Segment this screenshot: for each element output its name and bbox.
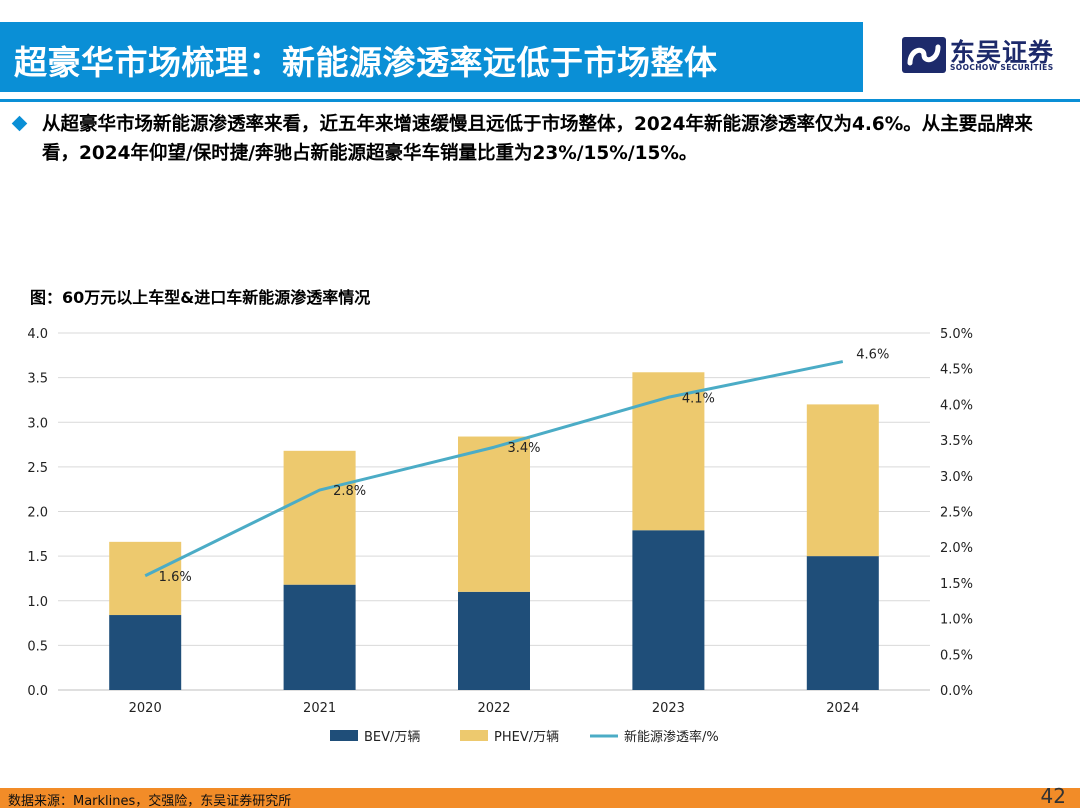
- line-data-label: 3.4%: [507, 441, 540, 456]
- combo-chart: 0.0 0.5 1.0 1.5 2.0 2.5 3.0 3.5 4.0 0.0% 0.5% 1.0% 1…: [27, 327, 973, 745]
- logo-icon: [902, 37, 946, 73]
- bar-segment: [283, 450, 356, 585]
- line-data-label: 2.8%: [333, 484, 366, 499]
- y-right-tick-label: 1.0%: [940, 613, 973, 628]
- legend-label: 新能源渗透率/%: [624, 729, 719, 745]
- data-source: 数据来源：Marklines，交强险，东吴证券研究所: [8, 794, 292, 809]
- line-data-label: 1.6%: [159, 570, 192, 585]
- x-tick-label: 2024: [826, 701, 859, 716]
- y-left-tick-label: 4.0: [27, 327, 48, 342]
- summary-text: 从超豪华市场新能源渗透率来看，近五年来增速缓慢且远低于市场整体，2024年新能源…: [42, 114, 1033, 164]
- line-data-label: 4.6%: [856, 348, 889, 363]
- x-tick-label: 2023: [652, 701, 685, 716]
- y-right-tick-label: 1.5%: [940, 577, 973, 592]
- logo-text-en: SOOCHOW SECURITIES: [950, 63, 1054, 72]
- header-divider: [0, 99, 1080, 102]
- legend-label: BEV/万辆: [364, 730, 420, 745]
- bar-segment: [458, 436, 530, 592]
- y-left-tick-label: 2.0: [27, 506, 48, 521]
- y-right-tick-label: 4.5%: [940, 363, 973, 378]
- bar-segment: [806, 404, 879, 557]
- x-tick-label: 2020: [129, 701, 162, 716]
- line-data-label: 4.1%: [682, 391, 715, 406]
- y-left-tick-label: 0.5: [27, 639, 48, 654]
- x-tick-label: 2022: [477, 701, 510, 716]
- y-left-tick-label: 0.0: [27, 684, 48, 699]
- bar-segment: [632, 530, 705, 690]
- footer-bar: 数据来源：Marklines，交强险，东吴证券研究所 42: [0, 784, 1080, 809]
- y-right-tick-label: 0.5%: [940, 648, 973, 663]
- y-right-tick-label: 2.5%: [940, 506, 973, 521]
- y-left-tick-label: 1.0: [27, 595, 48, 610]
- y-right-tick-label: 2.0%: [940, 541, 973, 556]
- company-logo: 东吴证券 SOOCHOW SECURITIES: [902, 35, 1062, 79]
- bar-segment: [109, 615, 182, 690]
- y-right-tick-label: 3.0%: [940, 470, 973, 485]
- bar-segment: [109, 541, 182, 616]
- y-right-tick-label: 5.0%: [940, 327, 973, 342]
- chart-title: 图：60万元以上车型&进口车新能源渗透率情况: [30, 288, 371, 307]
- logo-text-cn: 东吴证券: [950, 38, 1055, 67]
- page-title: 超豪华市场梳理：新能源渗透率远低于市场整体: [14, 43, 718, 82]
- legend-label: PHEV/万辆: [494, 730, 559, 745]
- page-number: 42: [1040, 784, 1066, 808]
- penetration-rate-line: [144, 360, 844, 578]
- title-bar: 超豪华市场梳理：新能源渗透率远低于市场整体: [0, 22, 863, 92]
- x-tick-label: 2021: [303, 701, 336, 716]
- diamond-bullet-icon: [11, 115, 28, 132]
- y-left-tick-label: 2.5: [27, 461, 48, 476]
- y-right-tick-label: 4.0%: [940, 398, 973, 413]
- y-right-tick-label: 3.5%: [940, 434, 973, 449]
- bar-segment: [283, 584, 356, 690]
- y-left-tick-label: 3.0: [27, 416, 48, 431]
- bar-segment: [458, 591, 530, 690]
- legend-swatch: [330, 730, 358, 741]
- y-right-tick-label: 0.0%: [940, 684, 973, 699]
- bar-segment: [806, 556, 879, 690]
- y-left-tick-label: 3.5: [27, 372, 48, 387]
- legend-swatch: [460, 730, 488, 741]
- y-left-tick-label: 1.5: [27, 550, 48, 565]
